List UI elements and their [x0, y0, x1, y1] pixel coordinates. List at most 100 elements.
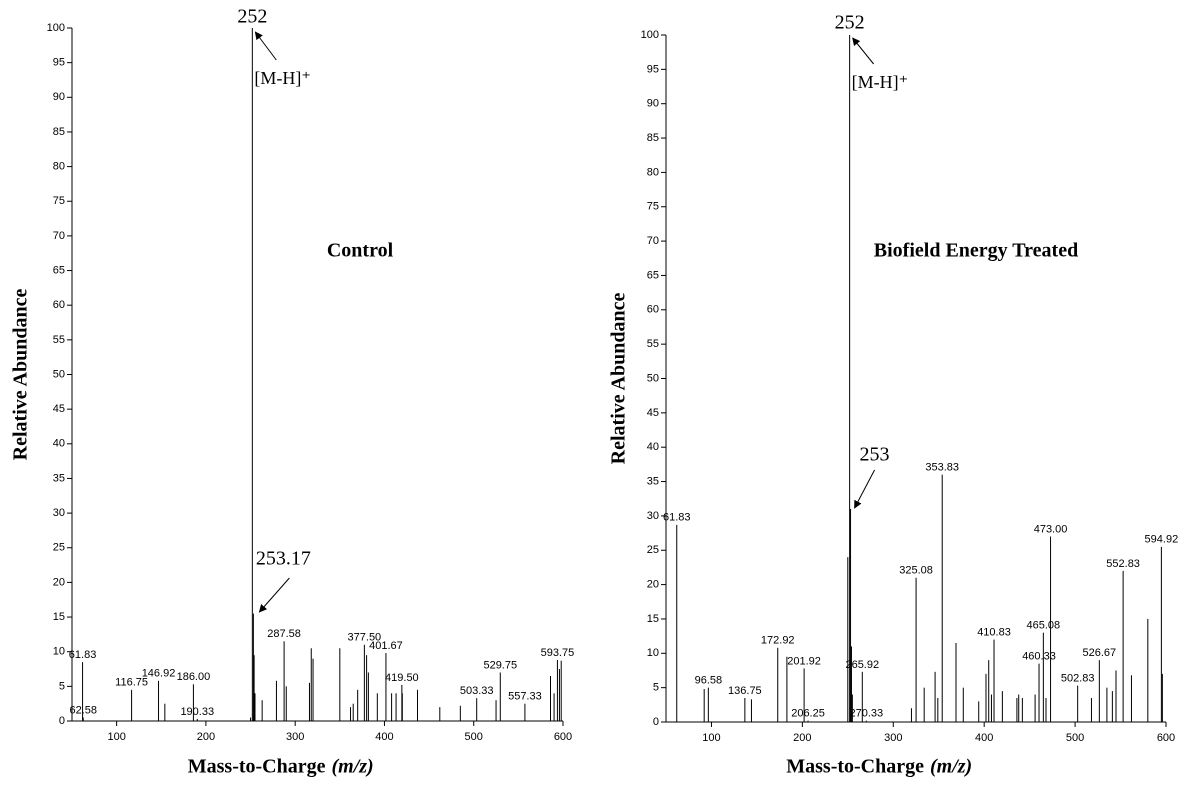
y-tick-label: 30: [53, 507, 65, 519]
peak-label: 270.33: [849, 708, 883, 720]
peak-label: 96.58: [695, 675, 723, 687]
peak-label: 526.67: [1083, 647, 1117, 659]
y-tick-label: 60: [647, 304, 659, 316]
y-tick-label: 85: [53, 126, 65, 138]
y-tick-label: 75: [53, 195, 65, 207]
x-tick-label: 200: [197, 731, 215, 743]
peak-label: 146.92: [142, 668, 176, 680]
y-tick-label: 50: [53, 368, 65, 380]
peak-label: 186.00: [177, 671, 211, 683]
y-tick-label: 100: [641, 29, 659, 41]
peak-label: 190.33: [180, 706, 214, 718]
peak-label: 136.75: [728, 685, 762, 697]
peak-label: 552.83: [1106, 558, 1140, 570]
annotation: [M-H]⁺: [852, 72, 909, 92]
peak-label: 62.58: [69, 704, 97, 716]
y-tick-label: 30: [647, 510, 659, 522]
x-tick-label: 300: [884, 732, 902, 744]
y-tick-label: 55: [647, 338, 659, 350]
y-tick-label: 5: [59, 680, 65, 692]
x-axis-label: Mass-to-Charge: [786, 756, 924, 778]
annotation-arrow: [254, 31, 277, 61]
y-tick-label: 0: [653, 716, 659, 728]
y-tick-label: 40: [53, 438, 65, 450]
y-tick-label: 15: [647, 613, 659, 625]
peak-label: 593.75: [541, 647, 575, 659]
x-tick-label: 100: [107, 731, 125, 743]
y-tick-label: 80: [647, 166, 659, 178]
y-tick-label: 90: [647, 98, 659, 110]
peak-label: 557.33: [508, 691, 542, 703]
peak-label: 377.50: [348, 632, 382, 644]
y-tick-label: 20: [53, 576, 65, 588]
peak-label: 116.75: [115, 677, 148, 689]
y-tick-label: 85: [647, 132, 659, 144]
x-tick-label: 500: [465, 731, 483, 743]
subtitle: Control: [327, 240, 394, 262]
y-tick-label: 40: [647, 441, 659, 453]
peak-label: 353.83: [925, 462, 959, 474]
x-axis-label: Mass-to-Charge: [188, 756, 326, 778]
y-tick-label: 20: [647, 579, 659, 591]
major-peak-label: 252: [835, 12, 865, 34]
annotation-arrow: [258, 577, 290, 613]
y-tick-label: 80: [53, 161, 65, 173]
y-tick-label: 60: [53, 299, 65, 311]
peak-label: 419.50: [385, 672, 419, 684]
peak-label: 201.92: [787, 655, 821, 667]
peak-label: 172.92: [761, 635, 795, 647]
peak-label: 410.83: [977, 626, 1011, 638]
peak-label: 594.92: [1145, 534, 1179, 546]
x-tick-label: 100: [702, 732, 720, 744]
peak-label: 206.25: [791, 708, 825, 720]
y-tick-label: 65: [53, 264, 65, 276]
peak-label: 401.67: [369, 640, 403, 652]
y-tick-label: 70: [647, 235, 659, 247]
y-tick-label: 35: [647, 475, 659, 487]
x-axis-unit: (m/z): [332, 756, 374, 778]
y-tick-label: 45: [53, 403, 65, 415]
y-tick-label: 35: [53, 472, 65, 484]
x-tick-label: 500: [1066, 732, 1084, 744]
x-tick-label: 300: [286, 731, 304, 743]
peak-label: 503.33: [460, 685, 494, 697]
y-axis-label: Relative Abundance: [10, 289, 32, 461]
annotation: [M-H]⁺: [254, 68, 311, 88]
major-peak-label: 253: [860, 444, 890, 466]
y-tick-label: 15: [53, 611, 65, 623]
y-tick-label: 95: [53, 57, 65, 69]
annotation-arrow: [854, 469, 875, 509]
annotation-arrow: [852, 37, 875, 65]
x-tick-label: 400: [975, 732, 993, 744]
peak-label: 465.08: [1027, 620, 1061, 632]
x-tick-label: 200: [793, 732, 811, 744]
major-peak-label: 252: [237, 6, 267, 28]
peak-label: 325.08: [899, 565, 933, 577]
peak-label: 460.33: [1022, 651, 1056, 663]
peak-label: 473.00: [1034, 523, 1068, 535]
peak-label: 502.83: [1061, 672, 1095, 684]
y-tick-label: 65: [647, 269, 659, 281]
x-tick-label: 600: [554, 731, 572, 743]
y-tick-label: 100: [47, 22, 65, 34]
y-axis-label: Relative Abundance: [608, 293, 630, 465]
y-tick-label: 55: [53, 334, 65, 346]
peak-label: 287.58: [267, 628, 301, 640]
y-tick-label: 10: [53, 646, 65, 658]
y-tick-label: 95: [647, 63, 659, 75]
x-tick-label: 600: [1157, 732, 1175, 744]
y-tick-label: 90: [53, 91, 65, 103]
x-tick-label: 400: [375, 731, 393, 743]
y-tick-label: 75: [647, 201, 659, 213]
peak-label: 61.83: [663, 512, 691, 524]
peak-label: 529.75: [483, 659, 517, 671]
peak-label: 61.83: [69, 649, 97, 661]
y-tick-label: 0: [59, 715, 65, 727]
y-tick-label: 45: [647, 407, 659, 419]
y-tick-label: 5: [653, 682, 659, 694]
y-tick-label: 25: [647, 544, 659, 556]
subtitle: Biofield Energy Treated: [874, 240, 1078, 262]
peak-label: 265.92: [845, 659, 879, 671]
